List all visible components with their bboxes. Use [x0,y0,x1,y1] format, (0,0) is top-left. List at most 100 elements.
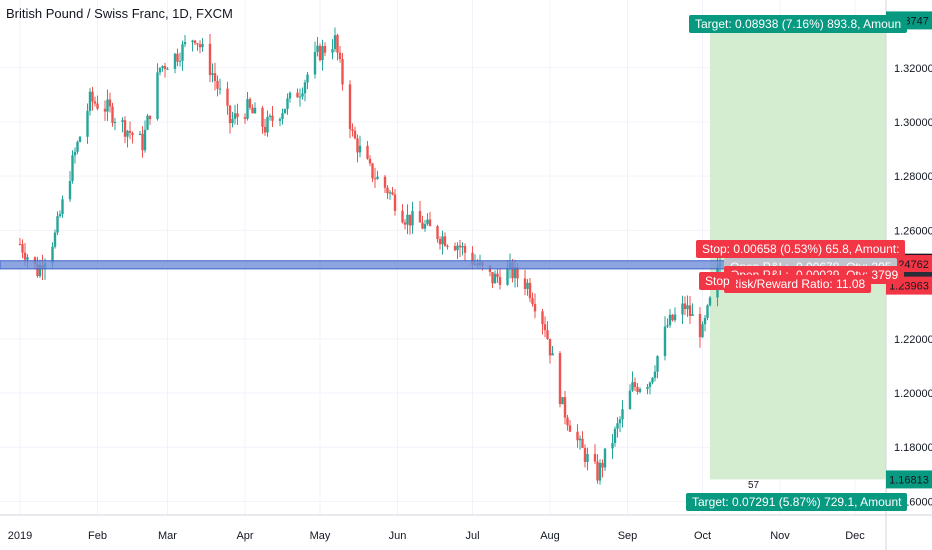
candle-body-2019-02-11 [121,120,124,122]
candle-body-2019-06-20 [443,236,447,246]
candles [18,27,722,485]
candle-body-2019-02-27 [161,66,164,68]
candle-body-2019-01-22 [71,155,74,182]
candle-body-2019-06-19 [441,236,444,245]
candle-body-2019-04-02 [246,99,249,119]
time-tick-6: Jul [465,530,479,542]
candle-body-2019-05-15 [353,130,357,139]
candle-body-2019-07-11 [496,273,499,277]
target-lower-area [710,263,886,480]
target-upper-label[interactable]: Target: 0.08938 (7.16%) 893.8, Amoun [689,15,908,33]
candle-body-2019-04-08 [261,107,264,127]
candle-body-2019-04-24 [301,93,304,97]
candle-body-2019-09-20 [673,314,677,321]
candle-body-2019-02-13 [126,130,129,137]
candle-body-2019-06-14 [428,219,432,227]
candle-body-2019-05-30 [391,192,394,195]
candle-body-2019-05-28 [386,187,389,194]
candle-body-2019-08-06 [561,397,564,405]
candle-body-2019-02-15 [131,132,134,135]
candle-body-2019-01-08 [36,264,39,277]
candle-body-2019-02-19 [141,133,144,151]
chart-title: British Pound / Swiss Franc, 1D, FXCM [6,6,233,21]
candle-body-2019-09-17 [666,325,669,327]
time-tick-9: Oct [694,530,711,542]
candle-body-2019-06-07 [411,210,414,226]
candle-body-2019-07-18 [513,267,517,279]
candle-body-2019-02-21 [146,115,149,130]
risk-reward-label[interactable]: Risk/Reward Ratio: 11.08 [724,275,872,294]
candle-body-2019-03-07 [181,44,184,61]
price-tick-1: 1.18000 [894,442,932,454]
candle-body-2019-01-17 [58,214,62,217]
candle-body-2019-02-01 [96,103,99,109]
candle-body-2019-09-05 [636,387,639,392]
candle-body-2019-07-15 [506,268,509,285]
candle-body-2019-09-06 [638,389,642,392]
candle-body-2019-03-06 [178,60,182,62]
candle-body-2019-04-29 [313,51,317,75]
candle-body-2019-01-02 [21,244,24,253]
candle-body-2019-06-11 [421,222,424,229]
candle-body-2019-07-22 [523,278,527,289]
candle-body-2019-05-07 [333,35,337,50]
candle-body-2019-05-23 [373,178,377,180]
price-tick-7: 1.32000 [894,63,932,75]
candle-body-2019-04-09 [263,126,267,133]
candle-body-2019-01-25 [78,136,82,142]
candle-body-2019-05-20 [366,145,369,159]
target-lower-label[interactable]: Target: 0.07291 (5.87%) 729.1, Amount [686,493,908,511]
candle-body-2019-01-01 [18,243,22,245]
time-tick-8: Sep [618,530,638,542]
candle-body-2019-06-28 [463,246,467,253]
candle-body-2019-08-08 [566,417,569,426]
candle-body-2019-09-02 [628,390,632,410]
candle-body-2019-08-28 [616,423,619,429]
stop-upper-label[interactable]: Stop: 0.00658 (0.53%) 65.8, Amount: [696,240,906,259]
price-axis: 1.160001.180001.200001.220001.260001.280… [885,0,932,550]
time-tick-1: Feb [88,530,107,542]
time-tick-4: May [310,530,331,542]
time-tick-3: Apr [236,530,253,542]
candle-body-2019-05-27 [383,176,387,188]
candle-body-2019-09-10 [648,382,652,387]
candle-body-2019-01-15 [53,232,57,247]
candle-body-2019-06-13 [426,219,429,225]
candle-body-2019-10-01 [701,324,704,338]
candle-body-2019-08-21 [598,462,602,481]
candle-body-2019-01-09 [38,264,42,277]
candle-body-2019-08-14 [581,438,584,448]
candle-body-2019-06-26 [458,245,462,248]
candle-body-2019-05-10 [341,59,344,85]
price-tick-5: 1.28000 [894,171,932,183]
candle-body-2019-06-12 [423,224,427,229]
candle-body-2019-07-29 [541,311,544,325]
price-labels: 1.337471.248091.247621.241331.241041.239… [886,11,932,489]
candle-body-2019-01-21 [68,181,72,200]
candle-body-2019-07-30 [543,324,547,331]
candle-body-2019-07-01 [471,252,474,265]
candle-body-2019-08-27 [613,428,617,444]
candle-body-2019-04-11 [268,115,272,117]
candle-body-2019-04-22 [296,92,299,98]
candle-body-2019-03-21 [216,80,219,89]
stop-small-label[interactable]: Stop [699,272,736,291]
candle-body-2019-02-12 [123,120,127,137]
candle-body-2019-05-22 [371,163,374,179]
candle-body-2019-04-05 [253,107,257,114]
candle-body-2019-06-17 [436,226,439,240]
candle-body-2019-02-28 [163,66,167,70]
candle-body-2019-03-14 [198,44,202,48]
candle-body-2019-04-26 [306,74,309,83]
candle-body-2019-03-22 [218,88,222,90]
candle-body-2019-05-16 [356,138,359,153]
candle-body-2019-07-12 [498,276,502,285]
candle-body-2019-06-18 [438,239,442,245]
candle-body-2019-08-15 [583,447,587,463]
candle-body-2019-10-03 [706,305,709,318]
target-zone [710,20,886,480]
candle-body-2019-08-20 [596,461,599,481]
candle-body-2019-07-10 [493,273,497,284]
candle-body-2019-05-21 [368,158,372,164]
